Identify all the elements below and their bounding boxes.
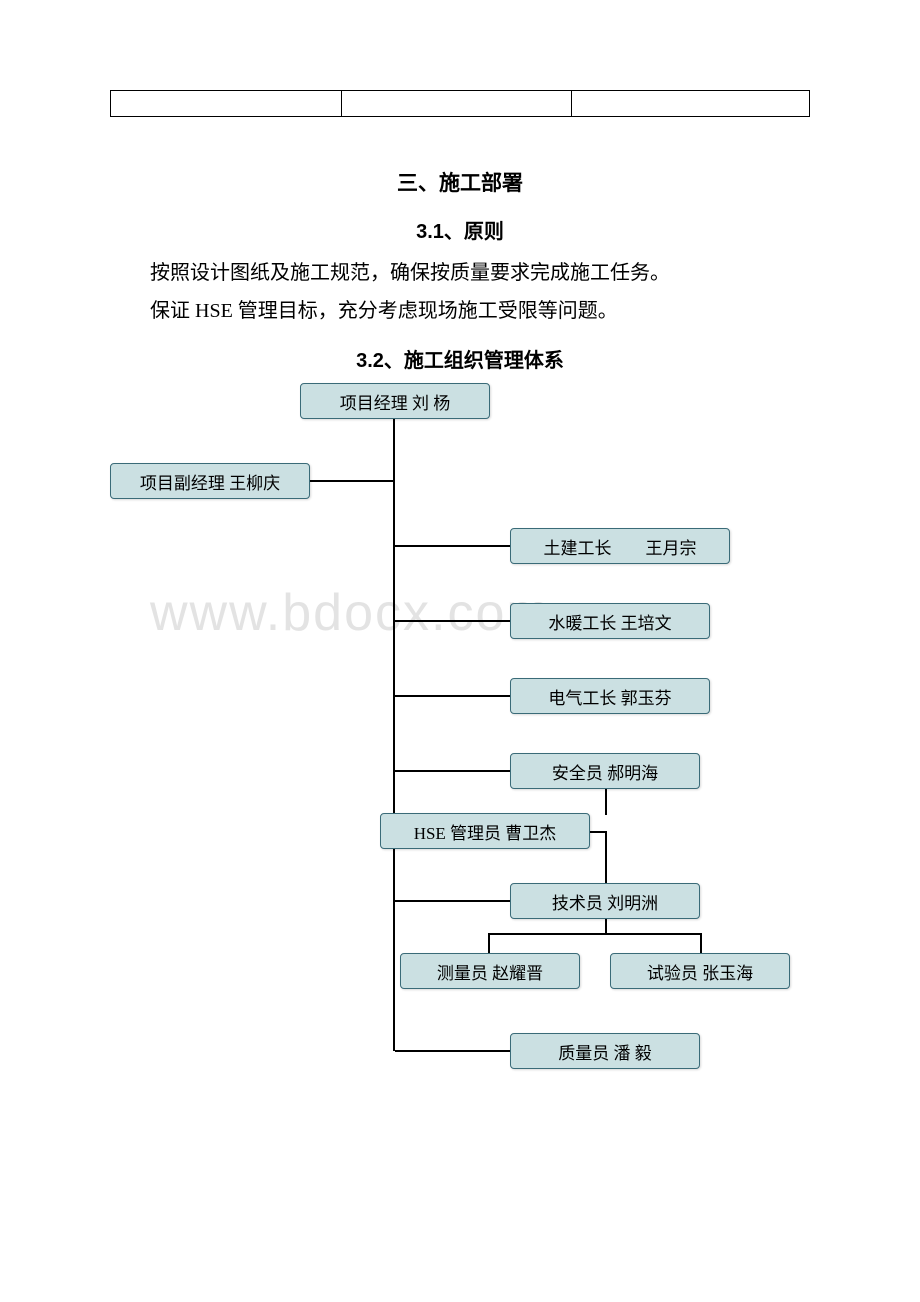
org-connector-line bbox=[395, 770, 510, 772]
org-connector-line bbox=[488, 933, 702, 935]
org-connector-line bbox=[605, 831, 607, 883]
org-node-quality: 质量员 潘 毅 bbox=[510, 1033, 700, 1069]
section-heading-3-1: 3.1、原则 bbox=[110, 215, 810, 244]
table-cell bbox=[341, 91, 572, 117]
org-node-safety: 安全员 郝明海 bbox=[510, 753, 700, 789]
org-connector-line bbox=[488, 933, 490, 953]
paragraph-2: 保证 HSE 管理目标，充分考虑现场施工受限等问题。 bbox=[110, 292, 810, 330]
section-heading-3: 三、施工部署 bbox=[110, 167, 810, 197]
table-cell bbox=[111, 91, 342, 117]
org-node-pm: 项目经理 刘 杨 bbox=[300, 383, 490, 419]
org-node-test: 试验员 张玉海 bbox=[610, 953, 790, 989]
org-connector-line bbox=[605, 919, 607, 933]
org-node-survey: 测量员 赵耀晋 bbox=[400, 953, 580, 989]
org-chart: www.bdocx.com 项目经理 刘 杨项目副经理 王柳庆土建工长 王月宗水… bbox=[110, 383, 810, 1083]
table-row bbox=[111, 91, 810, 117]
org-node-dpm: 项目副经理 王柳庆 bbox=[110, 463, 310, 499]
org-connector-line bbox=[395, 545, 510, 547]
section-heading-3-2: 3.2、施工组织管理体系 bbox=[110, 344, 810, 373]
org-connector-line bbox=[395, 695, 510, 697]
org-connector-line bbox=[395, 900, 510, 902]
org-node-plumb: 水暖工长 王培文 bbox=[510, 603, 710, 639]
org-connector-line bbox=[395, 620, 510, 622]
empty-header-table bbox=[110, 90, 810, 117]
org-connector-line bbox=[393, 419, 395, 1051]
org-connector-line bbox=[395, 1050, 510, 1052]
org-connector-line bbox=[605, 789, 607, 815]
table-cell bbox=[572, 91, 810, 117]
org-node-civil: 土建工长 王月宗 bbox=[510, 528, 730, 564]
org-node-hse: HSE 管理员 曹卫杰 bbox=[380, 813, 590, 849]
watermark-text: www.bdocx.com bbox=[150, 583, 552, 643]
org-connector-line bbox=[700, 933, 702, 953]
org-node-elec: 电气工长 郭玉芬 bbox=[510, 678, 710, 714]
paragraph-1: 按照设计图纸及施工规范，确保按质量要求完成施工任务。 bbox=[110, 254, 810, 292]
org-connector-line bbox=[310, 480, 393, 482]
org-node-tech: 技术员 刘明洲 bbox=[510, 883, 700, 919]
